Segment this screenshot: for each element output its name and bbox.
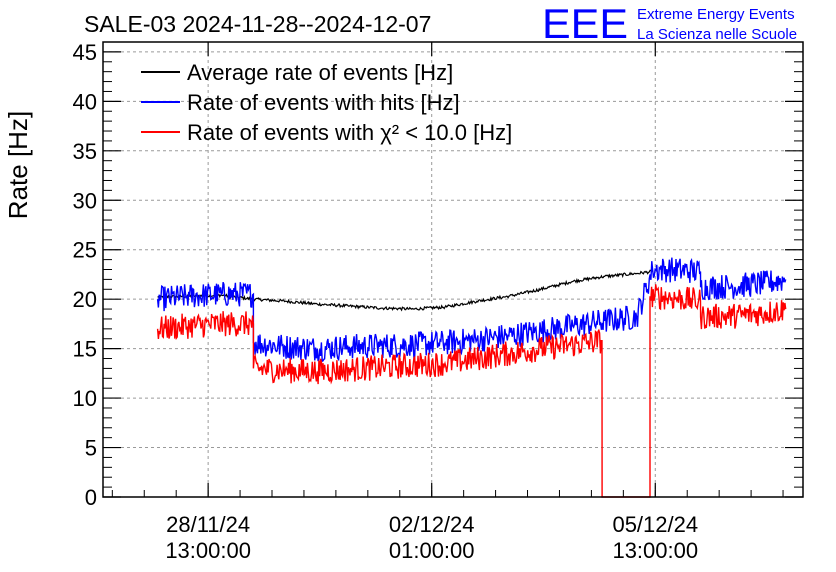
org-name-line1: Extreme Energy Events [637,6,795,23]
y-tick-label: 5 [85,436,97,461]
legend-label: Rate of events with hits [Hz] [187,90,460,115]
series-layer [156,257,787,498]
y-axis-label: Rate [Hz] [3,111,33,219]
legend-label: Average rate of events [Hz] [187,60,453,85]
y-tick-label: 30 [73,188,97,213]
series-line-3 [156,284,787,498]
y-tick-label: 15 [73,337,97,362]
legend: Average rate of events [Hz] Rate of event… [141,60,512,145]
grid [103,42,803,497]
y-tick-label: 40 [73,89,97,114]
y-tick-label: 20 [73,287,97,312]
legend-label: Rate of events with χ² < 10.0 [Hz] [187,120,512,145]
chart-title: SALE-03 2024-11-28--2024-12-07 [84,11,431,37]
x-tick-label-time: 01:00:00 [389,538,475,563]
y-tick-label: 0 [85,485,97,510]
y-tick-label: 35 [73,139,97,164]
y-tick-label: 25 [73,238,97,263]
y-tick-label: 10 [73,386,97,411]
org-name-line2: La Scienza nelle Scuole [637,26,797,43]
x-tick-label-time: 13:00:00 [165,538,251,563]
x-tick-label-date: 02/12/24 [389,512,475,537]
eee-logo: EEE Extreme Energy Events La Scienza nel… [542,0,797,47]
y-tick-label: 45 [73,40,97,65]
x-tick-label-time: 13:00:00 [612,538,698,563]
x-tick-label-date: 05/12/24 [612,512,698,537]
series-line-2 [156,257,787,363]
logo-mark: EEE [542,0,628,47]
ticks: 05101520253035404528/11/2413:00:0002/12/… [73,40,803,563]
x-tick-label-date: 28/11/24 [166,512,250,537]
